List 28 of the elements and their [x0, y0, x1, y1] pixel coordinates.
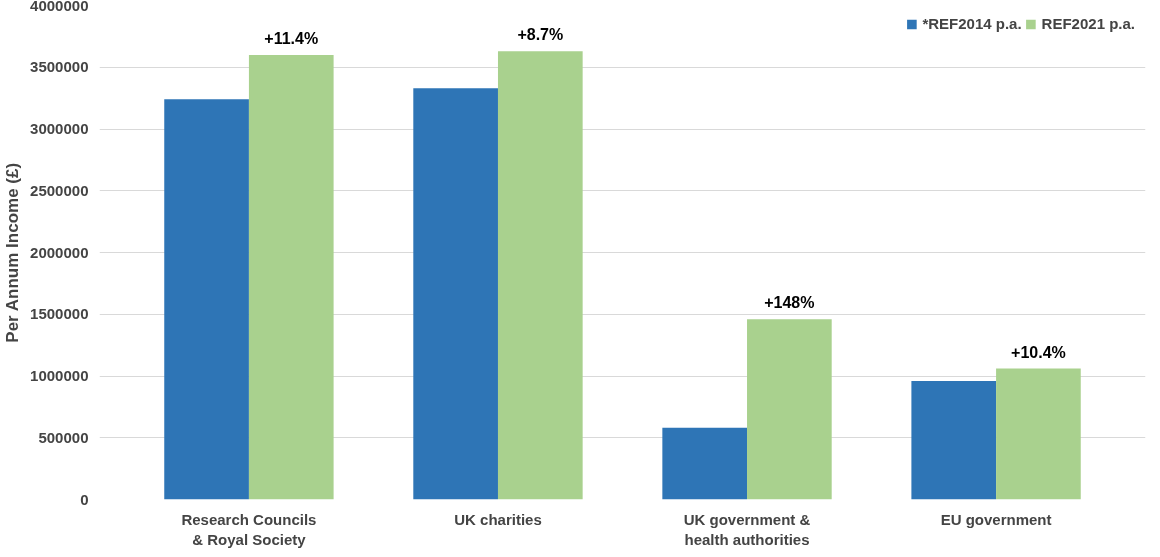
y-tick-label: 3000000	[30, 120, 89, 137]
legend-label: *REF2014 p.a.	[922, 15, 1022, 32]
y-tick-label: 2000000	[30, 243, 89, 261]
bar	[996, 368, 1081, 500]
y-tick-label: 1000000	[30, 367, 89, 384]
annotation: +10.4%	[1011, 343, 1066, 361]
y-tick-label: 2500000	[30, 181, 89, 199]
x-tick-label: UK charities	[454, 510, 542, 528]
y-tick-label: 0	[80, 490, 89, 508]
annotation: +8.7%	[517, 26, 564, 44]
bar	[747, 319, 832, 500]
y-tick-label: 500000	[38, 428, 89, 446]
bar	[911, 380, 997, 500]
y-axis-title: Per Annum Income (£)	[3, 162, 23, 343]
bar	[248, 54, 334, 500]
y-tick-label: 1500000	[30, 305, 89, 323]
y-tick-label: 4000000	[30, 0, 89, 14]
x-tick-label: Research Councils & Royal Society	[181, 510, 317, 548]
y-tick-label: 3500000	[30, 58, 89, 76]
legend-label: REF2021 p.a.	[1041, 15, 1135, 32]
bar	[497, 51, 583, 500]
x-tick-label: EU government	[940, 510, 1052, 528]
annotation: +148%	[764, 294, 815, 312]
bar	[662, 427, 748, 500]
annotation: +11.4%	[264, 29, 319, 47]
bar	[413, 88, 498, 500]
x-tick-label: UK government & health authorities	[683, 510, 811, 548]
bar	[164, 99, 249, 500]
